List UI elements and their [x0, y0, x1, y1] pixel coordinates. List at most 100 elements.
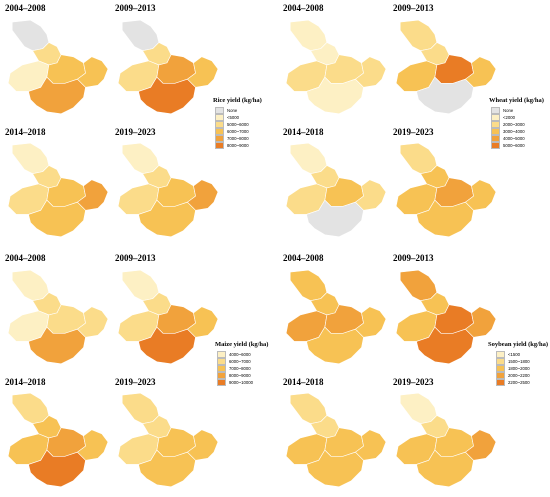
- region-north: [121, 392, 160, 424]
- region-east: [465, 429, 497, 461]
- map-title-maize-2: 2009–2013: [115, 253, 156, 263]
- legend-item-rice: <5000: [215, 113, 239, 121]
- legend-label: 4000~6000: [229, 351, 251, 357]
- legend-label: 5000~6000: [503, 142, 525, 148]
- legend-label: 2200~2500: [508, 379, 530, 385]
- legend-swatch: [496, 364, 505, 372]
- legend-label: 6000~7000: [227, 128, 249, 134]
- legend-item-soybean: 2000~2200: [496, 371, 530, 379]
- map-title-wheat-3: 2014–2018: [283, 127, 324, 137]
- legend-item-rice: 6000~7000: [215, 127, 249, 135]
- region-south: [306, 76, 364, 115]
- region-north: [399, 142, 438, 174]
- legend-swatch: [217, 378, 226, 386]
- map-title-wheat-1: 2004–2008: [283, 3, 324, 13]
- legend-swatch: [215, 127, 224, 135]
- map-title-wheat-2: 2009–2013: [393, 3, 434, 13]
- legend-item-maize: 4000~6000: [217, 350, 251, 358]
- legend-label: 6000~7000: [229, 358, 251, 364]
- region-south: [138, 199, 196, 238]
- region-east: [355, 179, 387, 211]
- legend-item-wheat: <2000: [491, 113, 516, 121]
- legend-swatch: [215, 120, 224, 128]
- region-north: [289, 392, 328, 424]
- province-map-wheat-3: [285, 142, 387, 238]
- legend-item-soybean: 1800~2000: [496, 364, 530, 372]
- region-south: [28, 326, 86, 365]
- region-south: [306, 449, 364, 488]
- region-east: [355, 429, 387, 461]
- legend-swatch: [215, 106, 224, 114]
- legend-swatch: [491, 127, 500, 135]
- region-south: [138, 76, 196, 115]
- legend-label: 8000~9000: [227, 142, 249, 148]
- region-north: [11, 142, 50, 174]
- legend-title-wheat: Wheat yield (kg/ha): [489, 97, 544, 104]
- legend-swatch: [491, 134, 500, 142]
- region-north: [399, 392, 438, 424]
- region-north: [121, 142, 160, 174]
- region-south: [28, 76, 86, 115]
- legend-label: 2000~3000: [503, 121, 525, 127]
- legend-label: 7000~8000: [229, 365, 251, 371]
- legend-label: 1500~1800: [508, 358, 530, 364]
- region-north: [289, 142, 328, 174]
- legend-label: 9000~10000: [229, 379, 254, 385]
- legend-label: 7000~8000: [227, 135, 249, 141]
- region-south: [138, 449, 196, 488]
- legend-label: <2000: [503, 114, 516, 120]
- province-map-soybean-1: [285, 269, 387, 365]
- province-map-rice-2: [117, 19, 219, 115]
- region-south: [138, 326, 196, 365]
- legend-swatch: [217, 357, 226, 365]
- region-east: [465, 56, 497, 88]
- legend-swatch: [217, 364, 226, 372]
- map-title-rice-2: 2009–2013: [115, 3, 156, 13]
- legend-item-rice: None: [215, 106, 237, 114]
- legend-label: 8000~9000: [229, 372, 251, 378]
- region-east: [355, 306, 387, 338]
- province-map-soybean-2: [395, 269, 497, 365]
- region-north: [11, 19, 50, 51]
- region-south: [28, 199, 86, 238]
- legend-item-wheat: 2000~3000: [491, 120, 525, 128]
- map-title-rice-1: 2004–2008: [5, 3, 46, 13]
- region-north: [121, 19, 160, 51]
- region-east: [187, 179, 219, 211]
- region-east: [77, 429, 109, 461]
- legend-item-rice: 8000~9000: [215, 141, 249, 149]
- map-title-maize-4: 2019–2023: [115, 377, 156, 387]
- province-map-maize-2: [117, 269, 219, 365]
- province-map-soybean-3: [285, 392, 387, 488]
- map-title-maize-1: 2004–2008: [5, 253, 46, 263]
- map-title-maize-3: 2014–2018: [5, 377, 46, 387]
- legend-item-soybean: <1500: [496, 350, 521, 358]
- legend-swatch: [496, 357, 505, 365]
- legend-label: 2000~2200: [508, 372, 530, 378]
- region-north: [399, 269, 438, 301]
- legend-swatch: [215, 141, 224, 149]
- region-south: [416, 326, 474, 365]
- region-south: [416, 199, 474, 238]
- region-north: [289, 269, 328, 301]
- region-east: [77, 306, 109, 338]
- legend-item-wheat: 5000~6000: [491, 141, 525, 149]
- legend-swatch: [496, 371, 505, 379]
- legend-item-wheat: None: [491, 106, 513, 114]
- region-south: [306, 199, 364, 238]
- map-title-wheat-4: 2019–2023: [393, 127, 434, 137]
- legend-swatch: [491, 141, 500, 149]
- map-title-soybean-2: 2009–2013: [393, 253, 434, 263]
- region-north: [399, 19, 438, 51]
- legend-swatch: [496, 350, 505, 358]
- region-north: [289, 19, 328, 51]
- region-south: [416, 449, 474, 488]
- legend-swatch: [491, 120, 500, 128]
- region-east: [465, 179, 497, 211]
- legend-label: <1500: [508, 351, 521, 357]
- region-north: [121, 269, 160, 301]
- legend-swatch: [491, 106, 500, 114]
- region-east: [187, 429, 219, 461]
- region-north: [11, 392, 50, 424]
- region-east: [355, 56, 387, 88]
